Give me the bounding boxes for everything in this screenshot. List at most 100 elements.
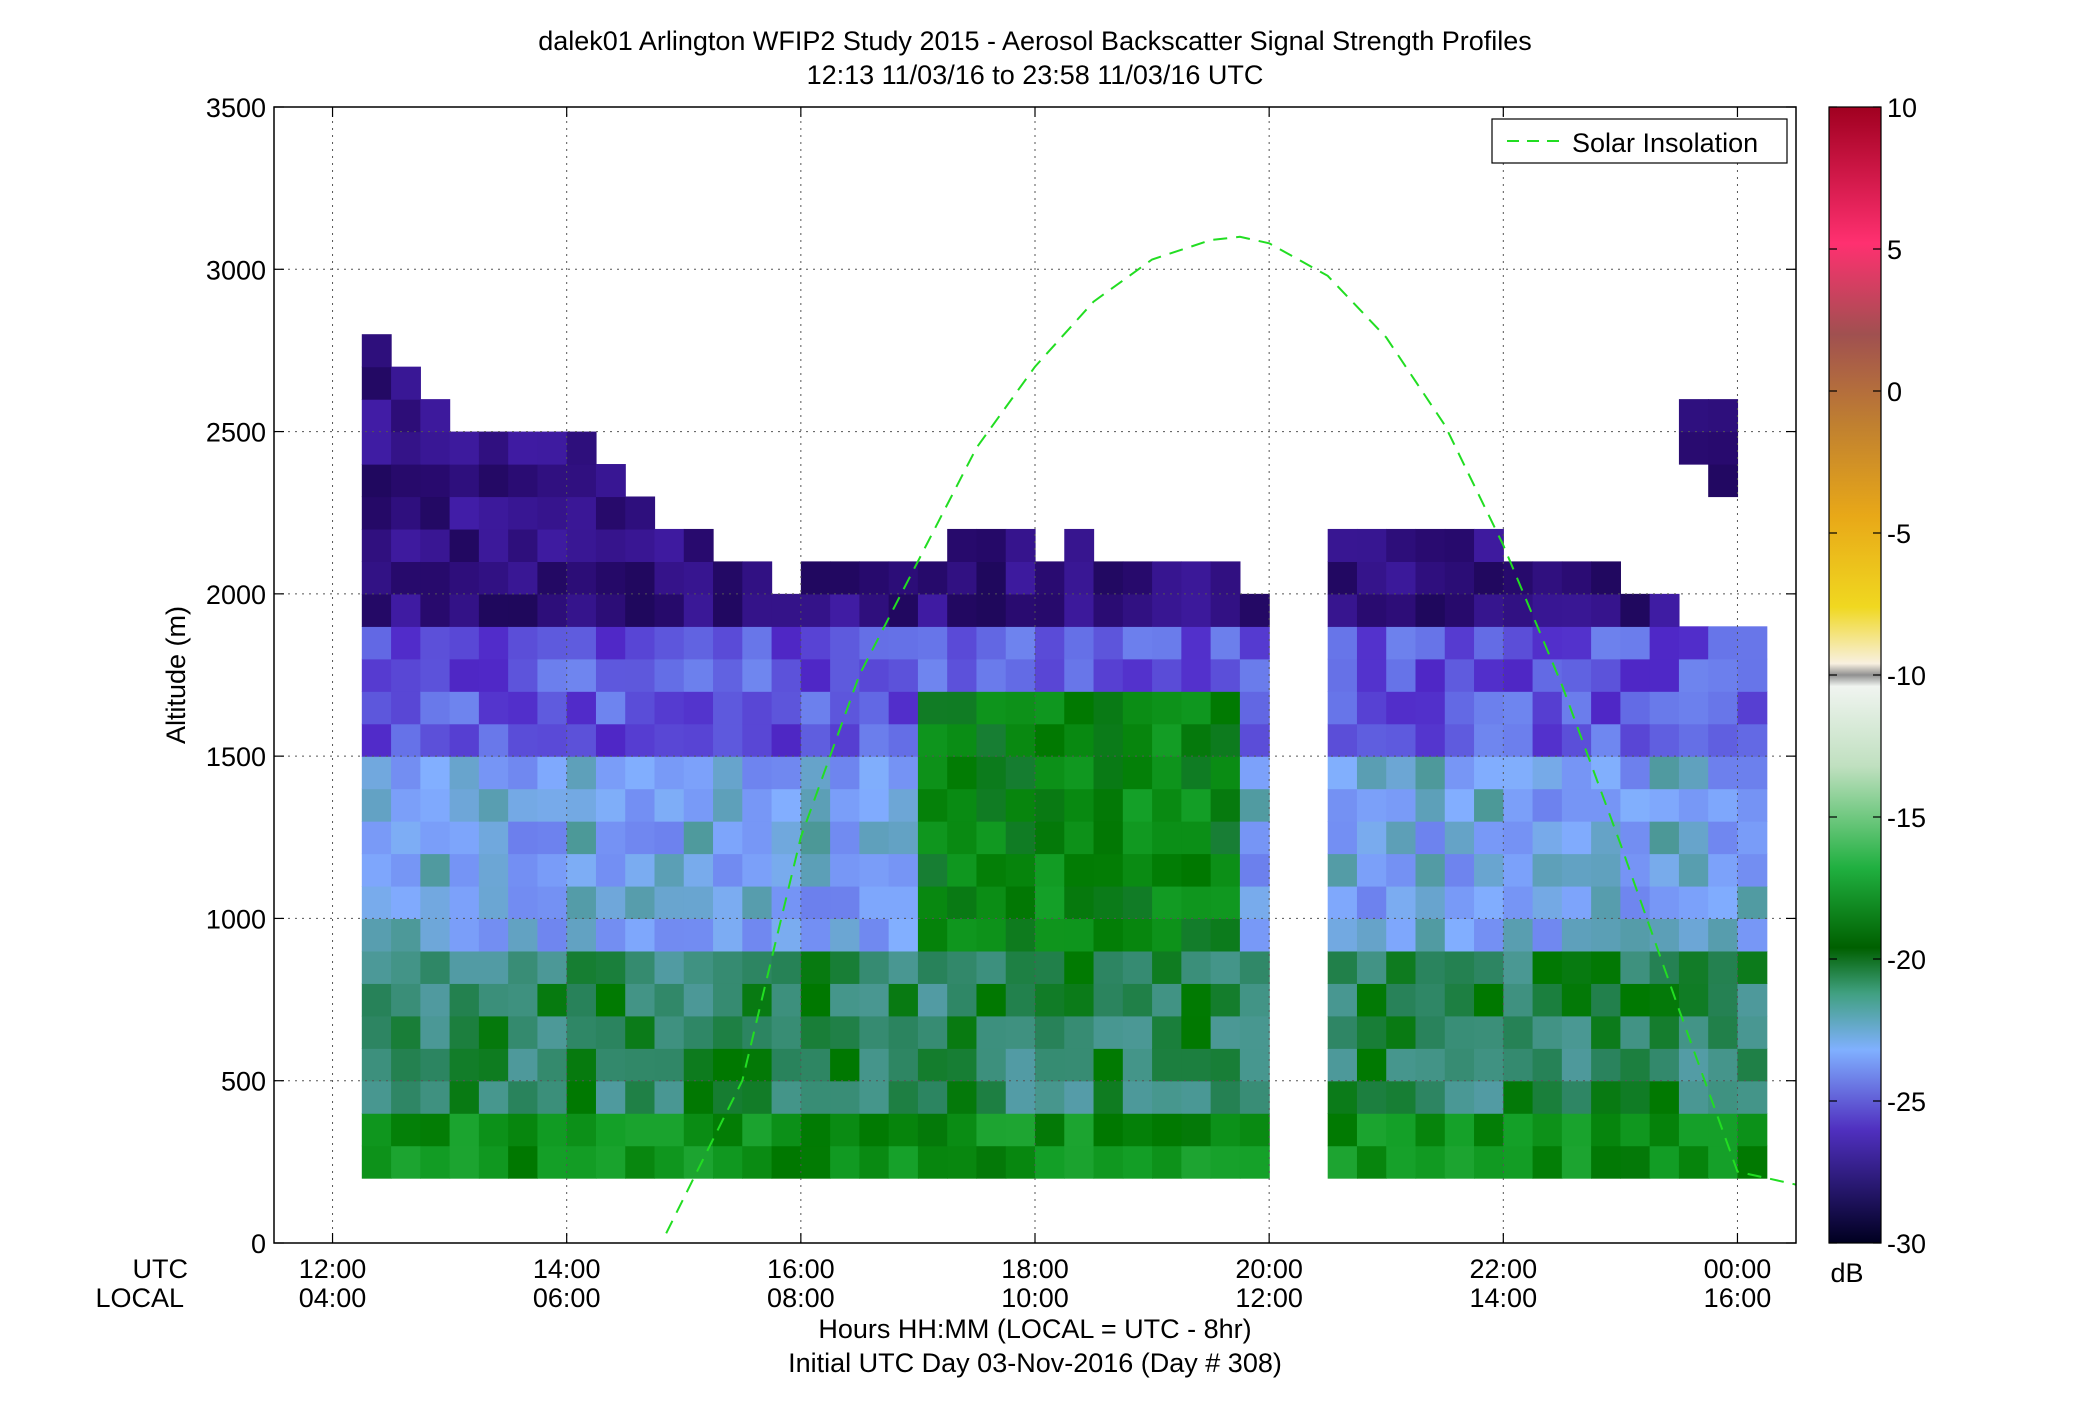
heatmap-cell bbox=[1386, 528, 1417, 562]
heatmap-cell bbox=[1356, 983, 1387, 1017]
heatmap-cell bbox=[1678, 756, 1709, 790]
heatmap-cell bbox=[1152, 885, 1182, 920]
heatmap-cell bbox=[1386, 593, 1417, 627]
x-tick-label-utc: 00:00 bbox=[1704, 1254, 1772, 1284]
heatmap-cell bbox=[1356, 593, 1387, 627]
heatmap-cell bbox=[420, 723, 451, 757]
heatmap-cell bbox=[859, 950, 890, 984]
heatmap-cell bbox=[1356, 626, 1387, 660]
heatmap-cell bbox=[1532, 950, 1563, 984]
heatmap-cell bbox=[654, 950, 685, 984]
heatmap-cell bbox=[1620, 691, 1651, 725]
colorbar-tick-label: 5 bbox=[1887, 235, 1902, 265]
heatmap-cell bbox=[478, 1015, 509, 1049]
heatmap-cell bbox=[566, 561, 597, 595]
heatmap-cell bbox=[654, 1080, 685, 1114]
heatmap-cell bbox=[1474, 626, 1504, 660]
heatmap-cell bbox=[1708, 983, 1739, 1017]
heatmap-cell bbox=[449, 983, 480, 1017]
heatmap-cell bbox=[391, 983, 421, 1017]
heatmap-cell bbox=[1386, 788, 1417, 822]
y-axis: 0 500 1000 1500 2000 2500 3000 3500 bbox=[206, 93, 1796, 1259]
heatmap-cell bbox=[1181, 885, 1212, 920]
heatmap-cell bbox=[508, 561, 539, 595]
heatmap-cell bbox=[595, 950, 626, 984]
heatmap-cell bbox=[595, 496, 626, 530]
heatmap-cell bbox=[800, 918, 831, 952]
heatmap-cell bbox=[595, 658, 626, 692]
heatmap-cell bbox=[1561, 658, 1592, 692]
heatmap-cell bbox=[1737, 821, 1768, 855]
heatmap-cell bbox=[1239, 885, 1270, 920]
heatmap-cell bbox=[1503, 1113, 1534, 1147]
heatmap-cell bbox=[917, 723, 948, 757]
heatmap-cell bbox=[859, 756, 890, 790]
heatmap-cell bbox=[683, 821, 714, 855]
heatmap-cell bbox=[625, 723, 656, 757]
heatmap-cell bbox=[1327, 593, 1358, 627]
chart-title: dalek01 Arlington WFIP2 Study 2015 - Aer… bbox=[538, 26, 1532, 56]
heatmap-cell bbox=[508, 496, 539, 530]
heatmap-cell bbox=[1327, 1048, 1358, 1082]
heatmap-cell bbox=[800, 821, 831, 855]
heatmap-cell bbox=[449, 626, 480, 660]
heatmap-cell bbox=[1474, 561, 1504, 595]
heatmap-cell bbox=[1239, 1145, 1270, 1179]
heatmap-cell bbox=[888, 853, 919, 887]
heatmap-cell bbox=[478, 626, 509, 660]
heatmap-cell bbox=[1561, 1015, 1592, 1049]
heatmap-cell bbox=[1122, 723, 1153, 757]
heatmap-cell bbox=[713, 788, 743, 822]
heatmap-cell bbox=[566, 821, 597, 855]
heatmap-cell bbox=[1356, 950, 1387, 984]
heatmap-cell bbox=[1005, 691, 1036, 725]
heatmap-cell bbox=[391, 788, 421, 822]
heatmap-cell bbox=[1620, 1113, 1651, 1147]
heatmap-cell bbox=[859, 723, 890, 757]
heatmap-cell bbox=[391, 431, 421, 465]
heatmap-cell bbox=[1035, 1145, 1065, 1179]
heatmap-cell bbox=[654, 528, 685, 562]
heatmap-cell bbox=[1239, 593, 1270, 627]
heatmap-cell bbox=[888, 885, 919, 920]
heatmap-cell bbox=[859, 788, 890, 822]
heatmap-cell bbox=[1678, 431, 1709, 465]
heatmap-cell bbox=[566, 658, 597, 692]
heatmap-cell bbox=[888, 1145, 919, 1179]
heatmap-cell bbox=[800, 853, 831, 887]
heatmap-cell bbox=[595, 756, 626, 790]
heatmap-cell bbox=[947, 561, 978, 595]
heatmap-cell bbox=[478, 756, 509, 790]
colorbar-tick-label: -15 bbox=[1887, 803, 1926, 833]
heatmap-cell bbox=[361, 1113, 392, 1147]
heatmap-cell bbox=[683, 983, 714, 1017]
heatmap-cell bbox=[1093, 593, 1124, 627]
heatmap-cell bbox=[1152, 853, 1182, 887]
heatmap-cell bbox=[1737, 885, 1768, 920]
heatmap-cell bbox=[537, 788, 568, 822]
heatmap-cell bbox=[1503, 1015, 1534, 1049]
heatmap-cell bbox=[1708, 723, 1739, 757]
heatmap-cell bbox=[976, 950, 1007, 984]
heatmap-cell bbox=[1708, 756, 1739, 790]
heatmap-cell bbox=[1737, 853, 1768, 887]
heatmap-cell bbox=[595, 885, 626, 920]
heatmap-cell bbox=[625, 593, 656, 627]
heatmap-cell bbox=[1152, 1015, 1182, 1049]
heatmap-cell bbox=[1093, 658, 1124, 692]
heatmap-cell bbox=[508, 658, 539, 692]
heatmap-cell bbox=[1474, 788, 1504, 822]
heatmap-cell bbox=[1620, 950, 1651, 984]
heatmap-cell bbox=[1181, 756, 1212, 790]
heatmap-cell bbox=[566, 950, 597, 984]
heatmap-cell bbox=[800, 658, 831, 692]
heatmap-cell bbox=[1415, 885, 1446, 920]
heatmap-cell bbox=[1591, 918, 1621, 952]
heatmap-cell bbox=[859, 1113, 890, 1147]
heatmap-cell bbox=[742, 853, 773, 887]
colorbar-tick-label: 0 bbox=[1887, 377, 1902, 407]
heatmap-cell bbox=[1561, 691, 1592, 725]
heatmap-cell bbox=[1327, 1015, 1358, 1049]
heatmap-cell bbox=[361, 366, 392, 400]
heatmap-cell bbox=[888, 723, 919, 757]
